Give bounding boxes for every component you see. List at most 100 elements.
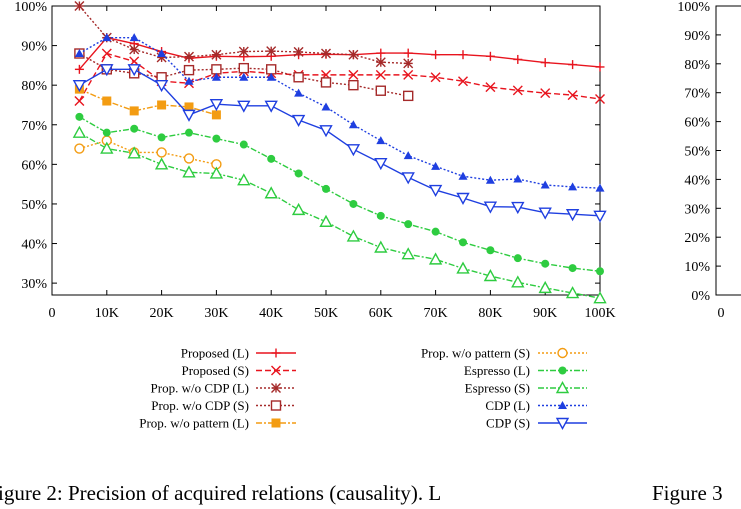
data-point [182,165,196,178]
data-point [72,125,87,138]
data-point [568,264,577,273]
data-point [238,62,250,74]
x-tick-label: 70K [424,306,448,321]
data-point [267,154,276,163]
data-point [565,209,580,222]
data-point [375,57,386,68]
data-point [238,46,249,57]
data-point [513,174,523,183]
legend-marker [555,381,570,394]
data-point [483,269,498,282]
data-point [567,90,578,101]
data-point [74,64,84,74]
x-tick-label: 40K [259,306,283,321]
data-point [374,157,388,171]
y-tick-label: 90% [21,40,47,55]
series-proposed-s [74,48,605,107]
data-point [321,102,331,111]
series-cdp-s [72,64,607,223]
legend-entry-proposed-s: Proposed (S) [181,363,296,378]
y-tick-label: 50% [21,198,47,213]
data-point [101,48,112,59]
x-tick-label: 10K [95,306,119,321]
data-point [319,214,333,227]
data-point [212,134,221,143]
legend-marker [271,348,281,358]
data-point [209,166,224,179]
series-line [79,88,217,116]
legend-label: Prop. w/o pattern (S) [421,346,530,361]
data-point [595,94,605,105]
x-tick-label: 90K [533,306,557,321]
data-point [266,64,277,75]
data-point [486,246,495,255]
data-point [346,229,361,242]
data-point [322,184,330,193]
legend-marker [271,365,281,376]
legend-entry-prop-w-o-cdp-l: Prop. w/o CDP (L) [151,381,296,396]
data-point [568,182,578,191]
data-point [319,125,333,138]
series-espresso-l [75,112,604,276]
data-point [102,96,112,106]
data-point [291,114,306,127]
data-point [183,153,195,164]
side-y-tick-label: 50% [684,145,710,160]
data-point [321,48,331,59]
legend-entry-prop-w-o-pattern-l: Prop. w/o pattern (L) [139,416,296,431]
data-point [129,44,140,55]
data-point [485,82,496,93]
data-point [376,136,386,145]
legend-entry-cdp-s: CDP (S) [486,416,587,431]
data-point [431,50,441,60]
legend-marker [270,400,282,411]
data-point [264,100,278,113]
x-tick-label: 80K [478,306,502,321]
data-point [185,128,193,137]
legend-entry-prop-w-o-cdp-s: Prop. w/o CDP (S) [151,398,296,413]
side-y-tick-label: 20% [684,231,710,246]
data-point [184,51,194,62]
data-point [540,58,550,68]
x-tick-label: 60K [369,306,393,321]
legend-marker [557,347,568,359]
data-point [157,49,167,58]
data-point [130,124,139,133]
data-point [74,1,85,11]
data-point [239,72,249,81]
data-point [403,90,414,102]
data-point [596,267,604,276]
legend-label: Proposed (L) [181,346,249,361]
data-point [540,180,550,189]
data-point [156,147,167,158]
data-point [239,140,248,149]
data-point [349,199,358,208]
y-tick-label: 100% [14,0,47,15]
data-point [294,88,304,97]
data-point [401,247,415,260]
data-point [320,77,332,88]
data-point [72,79,87,93]
legend-marker [271,418,281,428]
data-point [511,275,525,288]
data-point [374,240,388,253]
side-y-tick-label: 30% [684,202,710,217]
x-tick-label: 0 [49,306,56,321]
data-point [154,79,169,93]
legend-marker [555,417,570,430]
data-point [346,144,361,157]
data-point [102,33,112,42]
data-point [184,76,194,85]
data-point [511,201,525,215]
data-point [100,64,114,77]
series-line [79,36,601,189]
data-point [129,106,139,116]
data-point [266,72,276,81]
side-y-tick-label: 100% [677,0,710,15]
data-point [348,120,358,129]
data-point [348,79,359,91]
data-point [211,64,222,75]
data-point [483,201,498,214]
next-figure-caption: Figure 3 [652,481,723,505]
data-point [431,161,441,170]
